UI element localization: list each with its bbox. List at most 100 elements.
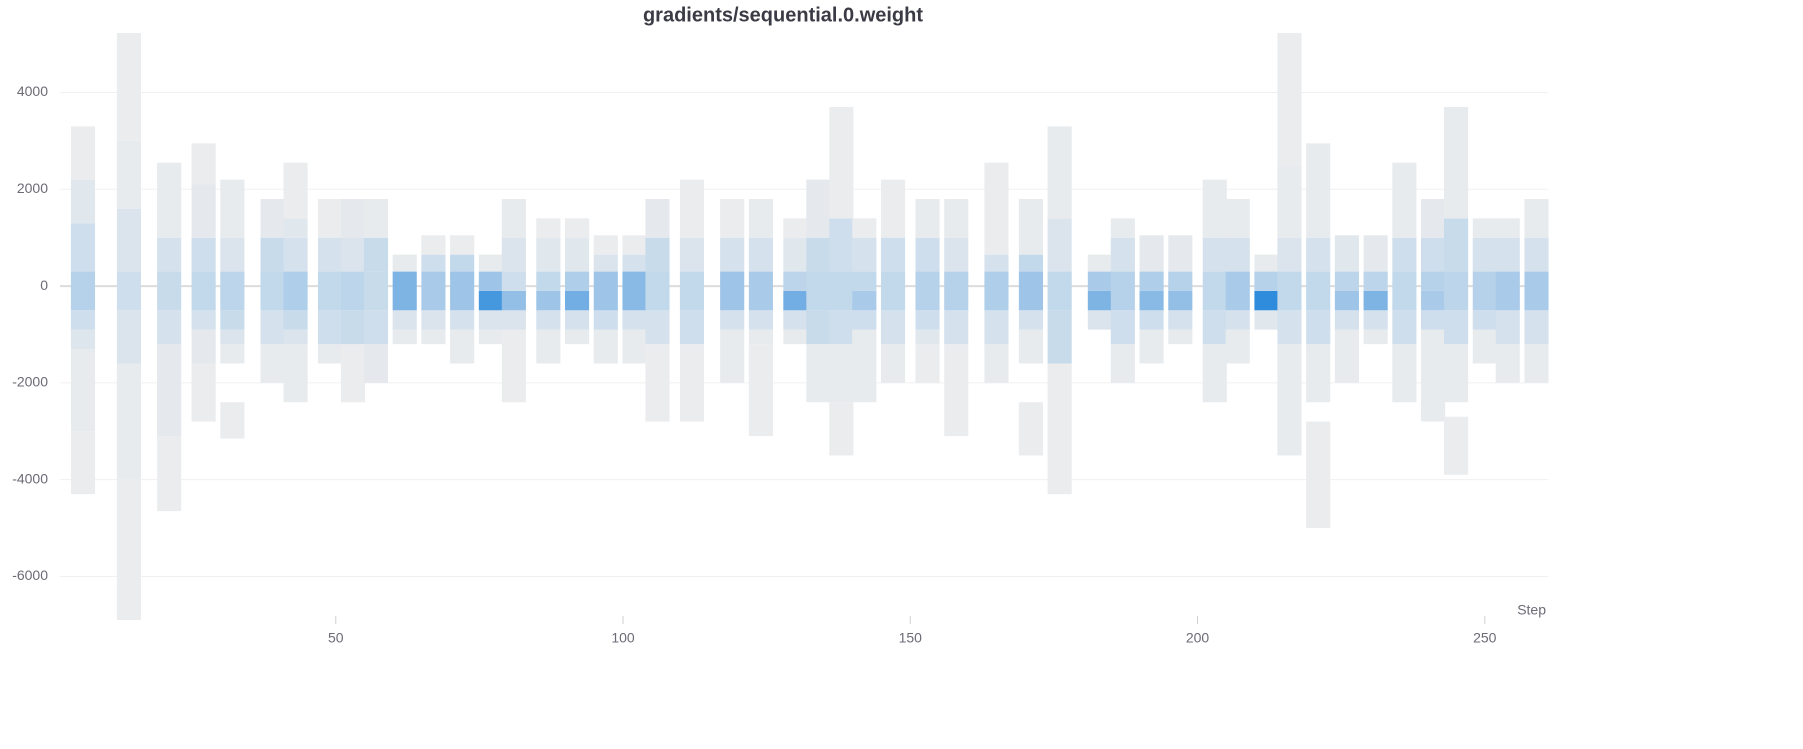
histogram-cell bbox=[478, 290, 503, 311]
histogram-cell bbox=[1168, 235, 1193, 272]
histogram-cell bbox=[944, 271, 969, 311]
histogram-cell bbox=[1495, 344, 1520, 383]
histogram-cell bbox=[806, 271, 831, 311]
histogram-cell bbox=[1110, 310, 1135, 345]
histogram-cell bbox=[1018, 310, 1043, 330]
x-tick-label: 100 bbox=[611, 630, 635, 646]
histogram-cell bbox=[116, 310, 142, 364]
histogram-cell bbox=[1334, 290, 1359, 311]
histogram-cell bbox=[748, 237, 773, 272]
histogram-cell bbox=[852, 329, 877, 403]
histogram-cell bbox=[1139, 271, 1164, 291]
histogram-cell bbox=[191, 363, 216, 422]
histogram-cell bbox=[340, 271, 366, 311]
histogram-cell bbox=[1087, 254, 1112, 272]
histogram-cell bbox=[283, 329, 308, 345]
histogram-cell bbox=[1421, 237, 1446, 272]
histogram-cell bbox=[70, 223, 96, 272]
histogram-cell bbox=[191, 329, 216, 364]
histogram-cell bbox=[1018, 329, 1043, 364]
histogram-cell bbox=[1495, 237, 1520, 272]
histogram-cell bbox=[1421, 198, 1446, 238]
histogram-cell bbox=[783, 218, 808, 238]
histogram-cell bbox=[1110, 218, 1135, 238]
histogram-cell bbox=[1225, 310, 1250, 330]
histogram-cell bbox=[829, 271, 854, 311]
histogram-cell bbox=[1444, 218, 1469, 272]
histogram-cell bbox=[478, 254, 503, 272]
histogram-cell bbox=[1306, 237, 1331, 272]
histogram-cell bbox=[191, 184, 216, 238]
histogram-cell bbox=[340, 198, 366, 238]
histogram-cell bbox=[1018, 254, 1043, 272]
histogram-cell bbox=[1202, 344, 1227, 403]
histogram-cell bbox=[1087, 271, 1112, 291]
histogram-cell bbox=[157, 436, 182, 512]
histogram-cell bbox=[679, 237, 705, 272]
histogram-cell bbox=[1277, 33, 1302, 166]
histogram-cell bbox=[622, 329, 647, 364]
histogram-cell bbox=[220, 271, 245, 311]
histogram-cell bbox=[191, 143, 216, 185]
histogram-cell bbox=[340, 237, 366, 272]
histogram-cell bbox=[536, 271, 561, 291]
histogram-cell bbox=[1277, 310, 1302, 345]
histogram-cell bbox=[806, 237, 831, 272]
histogram-cell bbox=[1306, 271, 1331, 311]
histogram-cell bbox=[157, 237, 182, 272]
histogram-cell bbox=[783, 271, 808, 291]
histogram-cell bbox=[1277, 344, 1302, 456]
x-axis-label: Step bbox=[1517, 602, 1546, 618]
chart-title: gradients/sequential.0.weight bbox=[643, 4, 923, 26]
histogram-cell bbox=[260, 310, 285, 345]
histogram-cell bbox=[1087, 290, 1112, 311]
histogram-cell bbox=[829, 344, 854, 403]
histogram-cell bbox=[720, 237, 745, 272]
histogram-cell bbox=[1087, 310, 1112, 330]
histogram-cell bbox=[984, 310, 1009, 345]
histogram-cell bbox=[565, 237, 590, 272]
histogram-cell bbox=[1306, 421, 1331, 529]
histogram-cell bbox=[1472, 310, 1497, 330]
histogram-cell bbox=[565, 271, 590, 291]
histogram-cell bbox=[283, 162, 308, 219]
histogram-cell bbox=[984, 162, 1009, 255]
histogram-cell bbox=[829, 107, 854, 219]
histogram-cell bbox=[915, 198, 940, 238]
histogram-cell bbox=[1018, 198, 1043, 255]
histogram-cell bbox=[191, 310, 216, 330]
histogram-cell bbox=[1277, 237, 1302, 272]
histogram-cell bbox=[1110, 344, 1135, 383]
histogram-cell bbox=[852, 310, 877, 330]
histogram-cell bbox=[1495, 218, 1520, 238]
histogram-cell bbox=[1444, 310, 1469, 345]
histogram-cell bbox=[1524, 271, 1549, 311]
histogram-cell bbox=[317, 344, 343, 364]
histogram-cell bbox=[1202, 271, 1227, 311]
histogram-cell bbox=[283, 344, 308, 403]
histogram-cell bbox=[1472, 271, 1497, 311]
histogram-cell bbox=[852, 271, 877, 291]
histogram-cell bbox=[1392, 162, 1417, 238]
histogram-cell bbox=[565, 310, 590, 330]
histogram-cell bbox=[536, 329, 561, 364]
histogram-cell bbox=[944, 237, 969, 272]
histogram-cell bbox=[1202, 237, 1227, 272]
histogram-cell bbox=[1306, 310, 1331, 345]
histogram-cell bbox=[1254, 254, 1279, 272]
histogram-cell bbox=[501, 310, 526, 330]
histogram-cell bbox=[806, 179, 831, 238]
histogram-cell bbox=[645, 237, 670, 272]
histogram-cell bbox=[1334, 271, 1359, 291]
histogram-cell bbox=[478, 329, 503, 345]
y-tick-label: 0 bbox=[40, 277, 48, 293]
histogram-cell bbox=[116, 140, 142, 209]
histogram-cell bbox=[915, 329, 940, 345]
histogram-cell bbox=[1334, 235, 1359, 272]
histogram-cell bbox=[593, 235, 618, 255]
histogram-cell bbox=[70, 310, 96, 330]
histogram-cell bbox=[116, 271, 142, 311]
histogram-cell bbox=[645, 344, 670, 422]
histogram-cell bbox=[1421, 310, 1446, 330]
histogram-cell bbox=[116, 33, 142, 141]
